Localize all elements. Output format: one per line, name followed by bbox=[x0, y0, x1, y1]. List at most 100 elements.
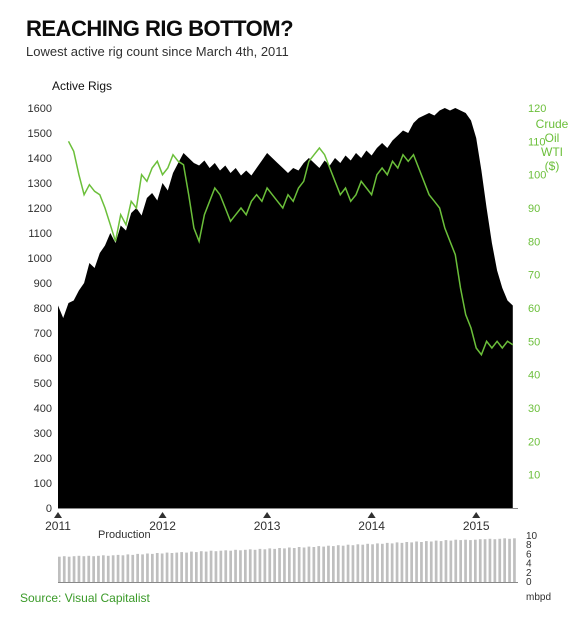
production-bar bbox=[190, 552, 193, 582]
left-axis-tick: 1400 bbox=[28, 153, 52, 165]
right-axis-tick: 10 bbox=[528, 470, 540, 482]
right-axis-tick: 20 bbox=[528, 436, 540, 448]
production-bar bbox=[288, 548, 291, 583]
production-bar bbox=[503, 538, 506, 582]
production-bar bbox=[249, 549, 252, 582]
production-bar bbox=[244, 550, 247, 582]
x-axis-tick-label: 2011 bbox=[45, 519, 71, 533]
right-axis-tick: 120 bbox=[528, 103, 546, 115]
right-axis-tick: 70 bbox=[528, 270, 540, 282]
production-bar bbox=[156, 553, 159, 582]
production-bar bbox=[317, 546, 320, 582]
left-axis-tick: 300 bbox=[34, 428, 52, 440]
x-axis-tick-label: 2014 bbox=[358, 519, 385, 533]
production-bar bbox=[332, 546, 335, 582]
production-bar bbox=[342, 546, 345, 582]
source-text: Source: Visual Capitalist bbox=[20, 591, 151, 605]
production-bar bbox=[68, 557, 71, 582]
production-bar bbox=[127, 554, 130, 582]
production-bar bbox=[366, 544, 369, 582]
production-bar bbox=[229, 551, 232, 582]
x-axis-arrow-icon bbox=[368, 512, 376, 518]
production-bar bbox=[484, 539, 487, 582]
production-bar bbox=[430, 542, 433, 583]
left-axis-tick: 700 bbox=[34, 328, 52, 340]
right-axis-tick: 80 bbox=[528, 236, 540, 248]
production-bar bbox=[352, 545, 355, 582]
production-bar bbox=[83, 556, 86, 582]
production-bar bbox=[396, 542, 399, 582]
production-bar bbox=[337, 545, 340, 582]
production-bar bbox=[347, 545, 350, 582]
left-axis-tick: 1600 bbox=[28, 103, 52, 115]
production-bar bbox=[386, 543, 389, 582]
production-bar bbox=[435, 541, 438, 582]
production-bar bbox=[234, 550, 237, 582]
production-bar bbox=[508, 539, 511, 582]
production-bar bbox=[136, 554, 139, 582]
production-y-tick: 10 bbox=[526, 531, 538, 542]
right-axis-tick: 110 bbox=[528, 136, 546, 148]
production-bar bbox=[371, 544, 374, 582]
production-bar bbox=[410, 542, 413, 582]
production-bar bbox=[131, 555, 134, 582]
production-bar bbox=[63, 556, 66, 582]
production-bar bbox=[401, 543, 404, 582]
left-axis-tick: 900 bbox=[34, 278, 52, 290]
production-bar bbox=[469, 540, 472, 582]
x-axis-arrow-icon bbox=[263, 512, 271, 518]
left-axis-tick: 100 bbox=[34, 478, 52, 490]
left-axis-tick: 200 bbox=[34, 453, 52, 465]
production-bar bbox=[180, 552, 183, 582]
production-bar bbox=[283, 548, 286, 582]
production-bar bbox=[381, 544, 384, 582]
x-axis-tick-label: 2015 bbox=[463, 519, 490, 533]
right-axis-tick: 40 bbox=[528, 370, 540, 382]
left-axis-tick: 0 bbox=[46, 503, 52, 515]
right-axis-tick: 50 bbox=[528, 336, 540, 348]
left-axis-tick: 600 bbox=[34, 353, 52, 365]
production-bar bbox=[210, 551, 213, 582]
production-bar bbox=[117, 555, 120, 582]
production-bar bbox=[498, 539, 501, 582]
production-bar bbox=[264, 549, 267, 582]
production-bar bbox=[405, 542, 408, 582]
left-axis-tick: 800 bbox=[34, 303, 52, 315]
production-bar bbox=[107, 556, 110, 582]
production-unit-label: mbpd bbox=[526, 592, 551, 603]
left-axis-tick: 1000 bbox=[28, 253, 52, 265]
left-axis-tick: 400 bbox=[34, 403, 52, 415]
production-bar bbox=[313, 547, 316, 582]
left-axis-label: Active Rigs bbox=[52, 79, 112, 93]
left-axis-tick: 1500 bbox=[28, 128, 52, 140]
production-bar bbox=[322, 547, 325, 582]
production-bar bbox=[268, 548, 271, 582]
production-bar bbox=[73, 556, 76, 582]
production-bar bbox=[376, 543, 379, 582]
rigs-area bbox=[58, 108, 513, 508]
x-axis-arrow-icon bbox=[472, 512, 480, 518]
production-bar bbox=[479, 539, 482, 582]
production-bar bbox=[112, 555, 115, 582]
right-axis-tick: 30 bbox=[528, 403, 540, 415]
production-bar bbox=[494, 539, 497, 582]
x-axis-tick-label: 2012 bbox=[149, 519, 176, 533]
x-axis-tick-label: 2013 bbox=[254, 519, 281, 533]
production-bar bbox=[141, 554, 144, 582]
left-axis-tick: 1200 bbox=[28, 203, 52, 215]
production-bar bbox=[513, 538, 516, 582]
left-axis-tick: 1300 bbox=[28, 178, 52, 190]
chart-subtitle: Lowest active rig count since March 4th,… bbox=[26, 44, 289, 59]
production-bar bbox=[303, 548, 306, 583]
production-bar bbox=[175, 553, 178, 582]
production-bar bbox=[298, 547, 301, 582]
production-bar bbox=[205, 552, 208, 582]
production-bar bbox=[200, 551, 203, 582]
production-bar bbox=[425, 541, 428, 582]
production-bar bbox=[357, 544, 360, 582]
production-bar bbox=[391, 543, 394, 582]
left-axis-tick: 500 bbox=[34, 378, 52, 390]
production-bar bbox=[97, 556, 100, 582]
production-bar bbox=[146, 554, 149, 583]
production-bar bbox=[195, 552, 198, 582]
